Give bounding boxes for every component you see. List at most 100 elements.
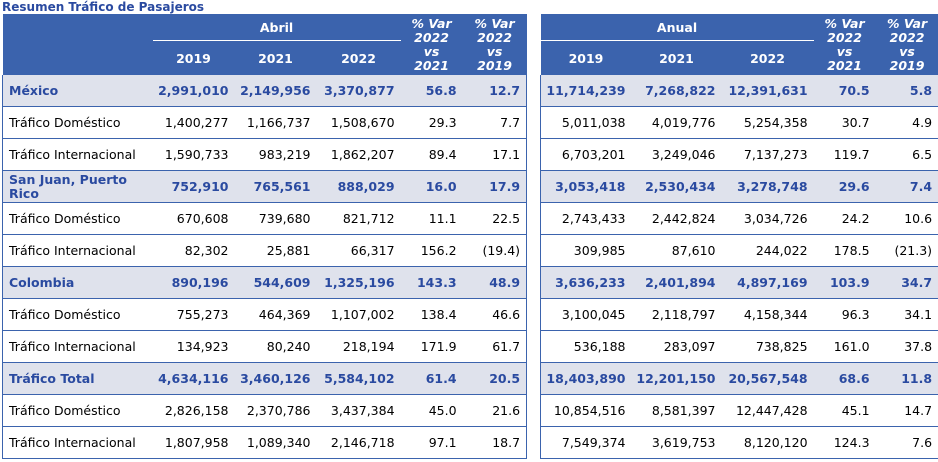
section-row: Colombia 890,196 544,609 1,325,196 143.3 48.9 [2, 266, 528, 299]
anual-var-2021-cell: 29.6 [813, 170, 876, 203]
abril-2019-cell: 1,590,733 [152, 138, 235, 171]
abril-var-2021-cell: 29.3 [400, 106, 463, 139]
anual-2021-cell: 2,118,797 [631, 298, 722, 331]
anual-2022-cell: 4,897,169 [721, 266, 814, 299]
abril-2021-cell: 765,561 [234, 170, 317, 203]
anual-2019-cell: 3,100,045 [540, 298, 632, 331]
anual-2019-cell: 18,403,890 [540, 362, 632, 395]
anual-2022-cell: 12,391,631 [721, 75, 814, 107]
abril-2019-cell: 134,923 [152, 330, 235, 363]
anual-2022-cell: 4,158,344 [721, 298, 814, 331]
abril-2021-cell: 2,370,786 [234, 394, 317, 427]
abril-2021-cell: 25,881 [234, 234, 317, 267]
anual-2021-cell: 2,530,434 [631, 170, 722, 203]
abril-var-2021-cell: 143.3 [400, 266, 463, 299]
anual-var-2019-cell: 7.4 [875, 170, 938, 203]
abril-var-2019-cell: 61.7 [462, 330, 528, 363]
abril-var-2019-cell: 46.6 [462, 298, 528, 331]
abril-2019-cell: 752,910 [152, 170, 235, 203]
row-label: Tráfico Doméstico [2, 298, 153, 331]
anual-2021-cell: 2,442,824 [631, 202, 722, 235]
anual-2022-cell: 8,120,120 [721, 426, 814, 459]
anual-2019-cell: 3,053,418 [540, 170, 632, 203]
abril-2021-cell: 739,680 [234, 202, 317, 235]
row-label: Tráfico Internacional [2, 330, 153, 363]
abril-2019-cell: 755,273 [152, 298, 235, 331]
anual-2019-cell: 2,743,433 [540, 202, 632, 235]
row-label: Colombia [2, 266, 153, 299]
anual-var-2021-header: % Var 2022 vs 2021 [813, 14, 876, 75]
abril-var-2019-cell: 7.7 [462, 106, 528, 139]
abril-var-2019-cell: 48.9 [462, 266, 528, 299]
anual-var-2021-cell: 68.6 [813, 362, 876, 395]
anual-2021-cell: 8,581,397 [631, 394, 722, 427]
abril-year-2022-header: 2022 [316, 40, 401, 75]
abril-var-2019-cell: 20.5 [462, 362, 528, 395]
table-row: Tráfico Doméstico 2,826,158 2,370,786 3,437… [2, 394, 528, 427]
abril-2019-cell: 2,826,158 [152, 394, 235, 427]
table-row: Tráfico Internacional 1,590,733 983,219 1,8… [2, 138, 528, 171]
anual-var-2019-cell: 37.8 [875, 330, 938, 363]
abril-2022-cell: 821,712 [316, 202, 401, 235]
abril-var-2021-cell: 45.0 [400, 394, 463, 427]
abril-2019-cell: 82,302 [152, 234, 235, 267]
table-row: Tráfico Doméstico 670,608 739,680 821,712 11… [2, 202, 528, 235]
anual-2022-cell: 738,825 [721, 330, 814, 363]
abril-var-2021-cell: 56.8 [400, 75, 463, 107]
abril-2022-cell: 3,437,384 [316, 394, 401, 427]
table-row: Tráfico Internacional 1,807,958 1,089,340 2… [2, 426, 528, 459]
anual-2021-cell: 2,401,894 [631, 266, 722, 299]
abril-table: Abril % Var 2022 vs 2021 % Var 2022 vs 2019 20… [2, 14, 528, 459]
section-row: 11,714,239 7,268,822 12,391,631 70.5 5.8 [540, 75, 938, 107]
abril-var-2021-cell: 138.4 [400, 298, 463, 331]
abril-2021-cell: 2,149,956 [234, 75, 317, 107]
abril-var-2019-cell: 21.6 [462, 394, 528, 427]
anual-2021-cell: 87,610 [631, 234, 722, 267]
row-label: San Juan, Puerto Rico [2, 170, 153, 203]
abril-var-2021-header: % Var 2022 vs 2021 [400, 14, 463, 75]
anual-2021-cell: 283,097 [631, 330, 722, 363]
section-row: San Juan, Puerto Rico 752,910 765,561 888,0… [2, 170, 528, 203]
anual-var-2019-cell: 5.8 [875, 75, 938, 107]
anual-2021-cell: 3,619,753 [631, 426, 722, 459]
anual-var-2021-cell: 24.2 [813, 202, 876, 235]
row-label: Tráfico Doméstico [2, 106, 153, 139]
section-row: 3,053,418 2,530,434 3,278,748 29.6 7.4 [540, 170, 938, 203]
anual-var-2021-cell: 161.0 [813, 330, 876, 363]
table-row: Tráfico Doméstico 1,400,277 1,166,737 1,508… [2, 106, 528, 139]
anual-2022-cell: 3,278,748 [721, 170, 814, 203]
anual-2019-cell: 309,985 [540, 234, 632, 267]
anual-2021-cell: 12,201,150 [631, 362, 722, 395]
table-row: 7,549,374 3,619,753 8,120,120 124.3 7.6 [540, 426, 938, 459]
section-row: Tráfico Total 4,634,116 3,460,126 5,584,102… [2, 362, 528, 395]
anual-2021-cell: 4,019,776 [631, 106, 722, 139]
table-title: Resumen Tráfico de Pasajeros [2, 0, 205, 14]
abril-var-2021-cell: 16.0 [400, 170, 463, 203]
anual-year-2022-header: 2022 [721, 40, 814, 75]
table-row: 5,011,038 4,019,776 5,254,358 30.7 4.9 [540, 106, 938, 139]
row-label: Tráfico Internacional [2, 234, 153, 267]
abril-2022-cell: 5,584,102 [316, 362, 401, 395]
anual-2022-cell: 244,022 [721, 234, 814, 267]
anual-2022-cell: 12,447,428 [721, 394, 814, 427]
anual-2022-cell: 7,137,273 [721, 138, 814, 171]
anual-var-2019-cell: 7.6 [875, 426, 938, 459]
anual-year-2019-header: 2019 [540, 40, 632, 75]
abril-var-2019-cell: 12.7 [462, 75, 528, 107]
anual-2019-cell: 536,188 [540, 330, 632, 363]
table-row: 3,100,045 2,118,797 4,158,344 96.3 34.1 [540, 298, 938, 331]
abril-2022-cell: 1,325,196 [316, 266, 401, 299]
abril-year-2021-header: 2021 [234, 40, 317, 75]
anual-var-2019-header: % Var 2022 vs 2019 [875, 14, 938, 75]
anual-var-2021-cell: 178.5 [813, 234, 876, 267]
section-row: 3,636,233 2,401,894 4,897,169 103.9 34.7 [540, 266, 938, 299]
anual-var-2021-cell: 96.3 [813, 298, 876, 331]
table-row: Tráfico Doméstico 755,273 464,369 1,107,002… [2, 298, 528, 331]
row-label: Tráfico Internacional [2, 138, 153, 171]
anual-2019-cell: 3,636,233 [540, 266, 632, 299]
table-row: 2,743,433 2,442,824 3,034,726 24.2 10.6 [540, 202, 938, 235]
abril-var-2021-cell: 171.9 [400, 330, 463, 363]
abril-var-2021-cell: 97.1 [400, 426, 463, 459]
anual-var-2019-cell: 10.6 [875, 202, 938, 235]
abril-var-2019-cell: 18.7 [462, 426, 528, 459]
